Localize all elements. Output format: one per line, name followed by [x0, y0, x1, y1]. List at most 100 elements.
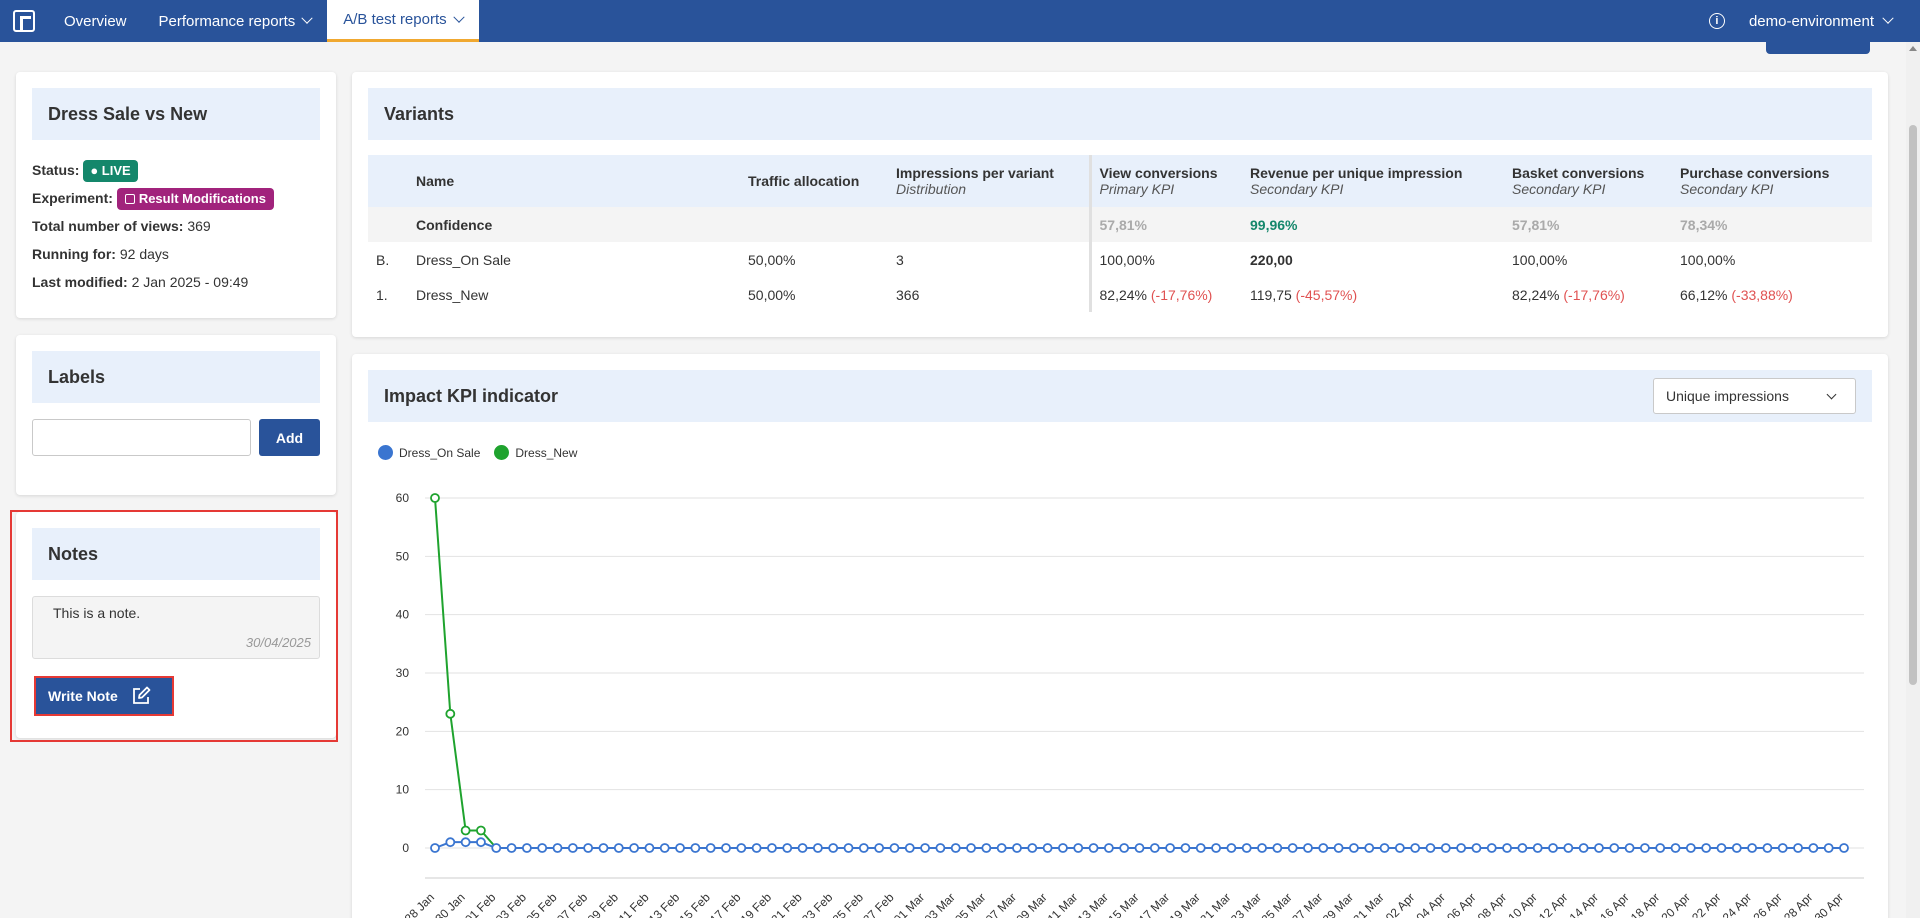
- data-point: [1808, 843, 1819, 853]
- nav-ab-test-reports[interactable]: A/B test reports: [327, 0, 479, 42]
- status-label: Status:: [32, 162, 80, 178]
- y-tick-label: 10: [396, 783, 410, 797]
- col-view-sub: Primary KPI: [1099, 181, 1175, 197]
- data-point: [460, 825, 471, 836]
- data-point: [1180, 843, 1191, 853]
- data-point: [1149, 843, 1160, 853]
- environment-selector[interactable]: demo-environment: [1749, 0, 1920, 42]
- confidence-purchase: 78,34%: [1672, 207, 1872, 242]
- x-tick-label: 23 Mar: [1228, 890, 1264, 918]
- notes-title: Notes: [32, 528, 320, 580]
- note-item[interactable]: This is a note. 30/04/2025: [32, 596, 320, 659]
- confidence-label: Confidence: [408, 207, 740, 242]
- nav-overview[interactable]: Overview: [48, 0, 143, 42]
- x-tick-label: 09 Feb: [585, 890, 622, 918]
- data-point: [1456, 843, 1467, 853]
- data-point: [1701, 843, 1712, 853]
- status-badge: ● LIVE: [83, 160, 138, 183]
- variant-view-value: 100,00%: [1099, 251, 1155, 268]
- col-impressions: Impressions per variant Distribution: [888, 155, 1090, 207]
- x-tick-label: 30 Apr: [1812, 890, 1846, 918]
- data-point: [675, 843, 685, 853]
- variant-basket-value: 100,00%: [1512, 251, 1568, 268]
- x-tick-label: 25 Mar: [1258, 890, 1294, 918]
- variant-purchase-value: 100,00%: [1680, 251, 1736, 268]
- table-cell: [740, 207, 888, 242]
- col-purchase: Purchase conversions Secondary KPI: [1672, 155, 1872, 207]
- x-tick-label: 13 Mar: [1075, 890, 1111, 918]
- data-point: [1303, 843, 1313, 853]
- variant-id: 1.: [376, 286, 388, 303]
- test-title-text: Dress Sale vs New: [48, 103, 208, 124]
- nav-performance-reports[interactable]: Performance reports: [143, 0, 328, 42]
- top-nav: Overview Performance reports A/B test re…: [0, 0, 1920, 42]
- y-tick-label: 20: [396, 724, 410, 738]
- col-revenue-label: Revenue per unique impression: [1250, 165, 1463, 181]
- x-tick-label: 21 Feb: [768, 890, 805, 918]
- info-icon[interactable]: i: [1708, 13, 1725, 29]
- data-point: [843, 843, 854, 853]
- impact-select-value: Unique impressions: [1666, 388, 1789, 404]
- data-point: [629, 843, 639, 853]
- add-label-button[interactable]: Add: [259, 419, 320, 456]
- data-point: [1517, 843, 1528, 853]
- data-point: [1731, 843, 1742, 853]
- data-point: [659, 843, 670, 853]
- data-point: [1716, 843, 1727, 853]
- data-point: [1394, 843, 1405, 853]
- x-tick-label: 23 Feb: [799, 890, 836, 918]
- impact-metric-select[interactable]: Unique impressions: [1653, 378, 1856, 414]
- views-label: Total number of views:: [32, 218, 184, 234]
- running-value: 92 days: [119, 246, 169, 262]
- test-title: Dress Sale vs New: [32, 88, 320, 140]
- x-tick-label: 13 Feb: [646, 890, 683, 918]
- scroll-up-icon[interactable]: [1909, 46, 1917, 51]
- x-tick-label: 21 Mar: [1197, 890, 1233, 918]
- data-point: [445, 708, 456, 719]
- legend-item-new[interactable]: Dress_New: [494, 445, 577, 460]
- data-point: [904, 843, 915, 853]
- legend-item-on-sale[interactable]: Dress_On Sale: [378, 445, 480, 460]
- scrollbar-thumb[interactable]: [1909, 125, 1917, 685]
- x-tick-label: 25 Feb: [830, 890, 867, 918]
- data-point: [858, 843, 869, 853]
- col-basket-label: Basket conversions: [1512, 165, 1645, 181]
- data-point: [476, 825, 486, 836]
- data-point: [1410, 843, 1421, 853]
- data-point: [1134, 843, 1145, 853]
- variant-view: 100,00%: [1088, 242, 1242, 277]
- col-name-label: Name: [416, 173, 455, 189]
- x-tick-label: 06 Apr: [1444, 890, 1478, 918]
- x-tick-label: 15 Mar: [1105, 890, 1141, 918]
- data-point: [1349, 843, 1359, 853]
- data-point: [1272, 843, 1283, 853]
- x-tick-label: 17 Mar: [1136, 890, 1172, 918]
- y-tick-label: 30: [396, 666, 410, 680]
- app-logo[interactable]: [0, 0, 48, 42]
- x-tick-label: 11 Mar: [1045, 890, 1081, 918]
- confidence-basket: 57,81%: [1504, 207, 1672, 242]
- x-tick-label: 14 Apr: [1567, 890, 1601, 918]
- data-point: [1119, 843, 1130, 853]
- write-note-label: Write Note: [48, 688, 118, 704]
- data-point: [1532, 843, 1543, 853]
- labels-input[interactable]: [32, 419, 251, 456]
- variant-view: 82,24% (-17,76%): [1088, 277, 1242, 312]
- confidence-view: 57,81%: [1088, 207, 1242, 242]
- logo-icon: [13, 10, 35, 32]
- variant-revenue: 119,75 (-45,57%): [1242, 277, 1504, 312]
- data-point: [1257, 843, 1267, 853]
- data-point: [1548, 843, 1558, 853]
- data-point: [1655, 843, 1666, 853]
- data-point: [966, 843, 976, 853]
- col-basket-sub: Secondary KPI: [1512, 181, 1606, 197]
- header-action-button[interactable]: [1766, 42, 1870, 54]
- running-label: Running for:: [32, 246, 116, 262]
- data-point: [552, 843, 563, 853]
- data-point: [1670, 843, 1681, 853]
- write-note-button[interactable]: Write Note: [34, 676, 174, 716]
- experiment-badge[interactable]: Result Modifications: [116, 188, 274, 211]
- col-traffic-label: Traffic allocation: [748, 173, 860, 189]
- x-tick-label: 27 Feb: [860, 890, 897, 918]
